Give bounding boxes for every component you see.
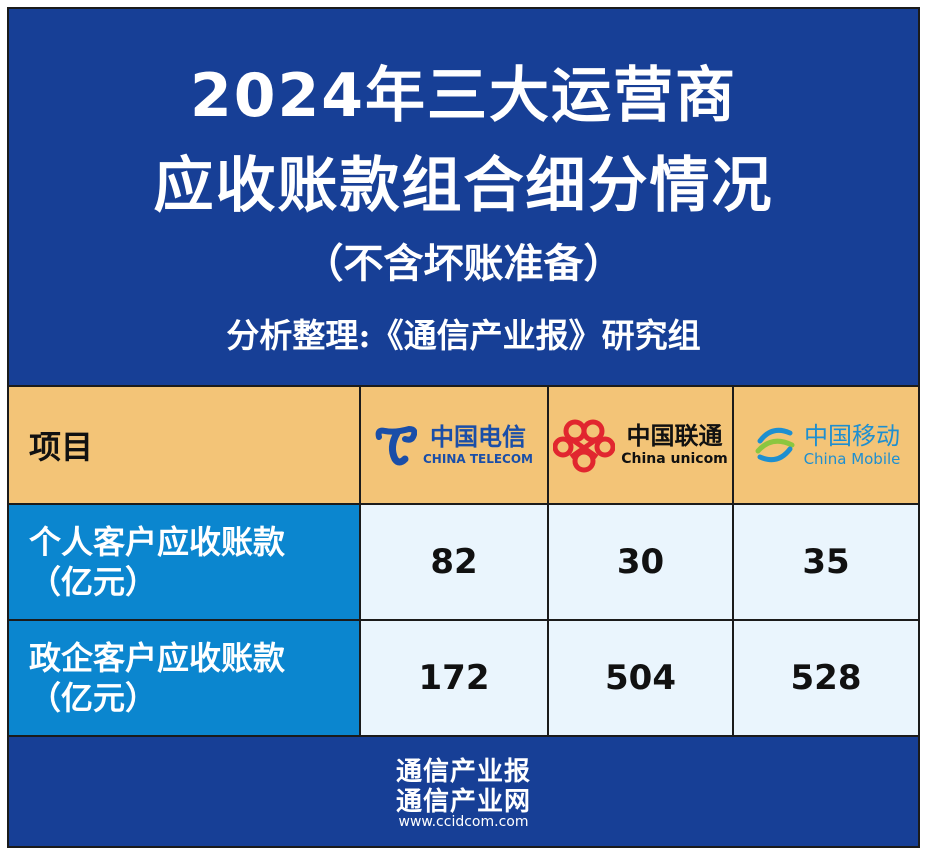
china-mobile-logo: 中国移动 China Mobile <box>734 387 918 503</box>
value-cell: 528 <box>734 621 918 735</box>
infographic: 2024年三大运营商 应收账款组合细分情况 （不含坏账准备） 分析整理:《通信产… <box>7 7 920 848</box>
row-label: 个人客户应收账款 （亿元） <box>9 505 361 619</box>
row-label: 政企客户应收账款 （亿元） <box>9 621 361 735</box>
value-cell: 82 <box>361 505 549 619</box>
data-table: 项目 中国电信 CHINA TELECOM 中国联通 China unicom 中国… <box>9 385 918 737</box>
china-unicom-knot-icon <box>553 419 616 473</box>
china-telecom-logo: 中国电信 CHINA TELECOM <box>361 387 549 503</box>
value-cell: 504 <box>549 621 734 735</box>
table-row: 个人客户应收账款 （亿元） 82 30 35 <box>9 505 918 621</box>
china-telecom-icon <box>375 425 417 466</box>
footer-url: www.ccidcom.com <box>398 814 529 830</box>
footer: 通信产业报 通信产业网 www.ccidcom.com <box>9 739 918 846</box>
header-label: 项目 <box>9 387 361 503</box>
title-line-2: 应收账款组合细分情况 <box>153 151 774 221</box>
value-cell: 172 <box>361 621 549 735</box>
credit: 分析整理:《通信产业报》研究组 <box>226 316 701 355</box>
china-unicom-logo: 中国联通 China unicom <box>549 387 734 503</box>
footer-brand-1: 通信产业报 <box>395 757 531 787</box>
footer-brand-2: 通信产业网 <box>395 787 531 817</box>
subtitle: （不含坏账准备） <box>303 241 624 287</box>
header: 2024年三大运营商 应收账款组合细分情况 （不含坏账准备） 分析整理:《通信产… <box>9 9 918 385</box>
china-mobile-icon <box>755 427 795 463</box>
value-cell: 35 <box>734 505 918 619</box>
title-line-1: 2024年三大运营商 <box>190 61 737 131</box>
table-row: 政企客户应收账款 （亿元） 172 504 528 <box>9 621 918 735</box>
value-cell: 30 <box>549 505 734 619</box>
table-header-row: 项目 中国电信 CHINA TELECOM 中国联通 China unicom 中国… <box>9 387 918 505</box>
